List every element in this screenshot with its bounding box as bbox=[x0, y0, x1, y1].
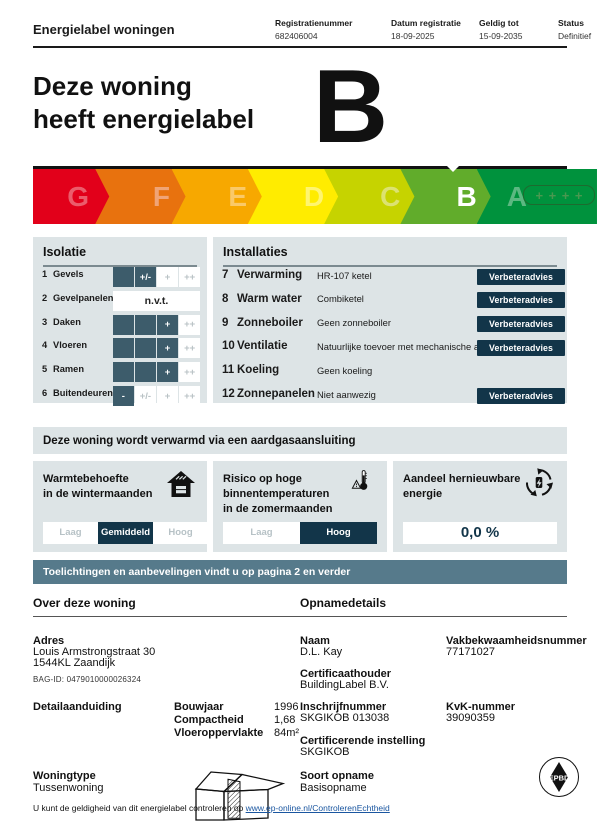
svg-text:EPBD: EPBD bbox=[549, 774, 570, 783]
